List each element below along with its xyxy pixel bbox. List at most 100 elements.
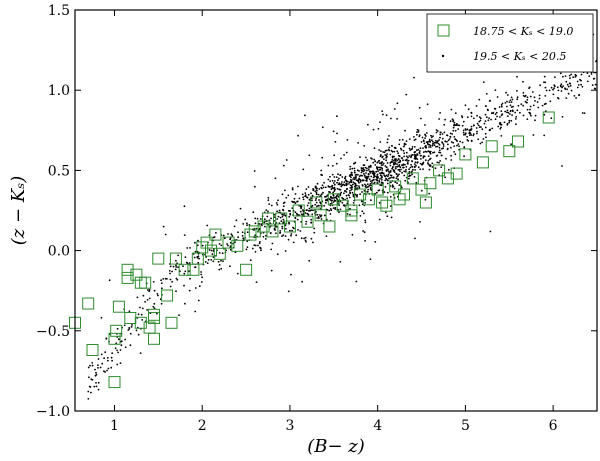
faint-point <box>541 104 544 107</box>
faint-point <box>439 151 442 154</box>
faint-point <box>285 196 288 199</box>
faint-point <box>561 165 563 167</box>
faint-point <box>403 170 406 173</box>
faint-point <box>339 261 342 263</box>
faint-point <box>367 123 369 126</box>
faint-point <box>229 241 232 244</box>
faint-point <box>304 236 307 239</box>
faint-point <box>472 133 475 136</box>
faint-point <box>423 142 426 145</box>
faint-point <box>185 261 188 264</box>
faint-point <box>200 273 203 276</box>
faint-point <box>592 77 595 80</box>
faint-point <box>349 168 352 171</box>
faint-point <box>372 173 375 175</box>
faint-point <box>223 237 226 240</box>
faint-point <box>440 166 443 169</box>
faint-point <box>251 247 254 250</box>
faint-point <box>379 141 382 143</box>
legend-entry-bright: 18.75 < Kₛ < 19.0 <box>473 25 573 38</box>
faint-point <box>413 151 416 154</box>
faint-point <box>332 130 335 133</box>
faint-point <box>359 179 362 182</box>
faint-point <box>349 173 352 176</box>
faint-point <box>485 116 488 119</box>
faint-point <box>424 137 426 140</box>
faint-point <box>325 235 328 238</box>
faint-point <box>368 184 371 187</box>
faint-point <box>372 179 375 181</box>
faint-point <box>241 235 244 237</box>
faint-point <box>387 168 389 171</box>
faint-point <box>139 306 141 309</box>
faint-point <box>381 169 384 171</box>
faint-point <box>348 183 350 185</box>
faint-point <box>363 183 366 186</box>
faint-point <box>176 278 179 281</box>
faint-point <box>239 207 242 210</box>
faint-point <box>396 159 399 162</box>
faint-point <box>500 104 503 106</box>
bright-point <box>314 209 327 222</box>
faint-point <box>479 117 482 120</box>
faint-point <box>419 147 422 150</box>
faint-point <box>212 260 215 263</box>
faint-point <box>453 121 456 124</box>
faint-point <box>380 172 382 175</box>
faint-point <box>478 120 481 123</box>
faint-point <box>302 198 305 201</box>
faint-point <box>294 211 297 214</box>
faint-point <box>386 141 389 144</box>
faint-point <box>398 184 401 187</box>
faint-point <box>157 294 159 297</box>
faint-point <box>431 144 434 147</box>
faint-point <box>432 140 434 143</box>
bright-point <box>130 268 143 281</box>
faint-point <box>302 196 304 199</box>
faint-point <box>363 173 365 175</box>
faint-point <box>377 127 380 130</box>
faint-point <box>437 142 440 145</box>
faint-point <box>590 73 593 75</box>
faint-point <box>520 103 523 106</box>
faint-point <box>419 154 422 157</box>
faint-point <box>349 192 351 195</box>
faint-point <box>305 220 308 223</box>
faint-point <box>586 80 589 83</box>
faint-point <box>148 297 151 300</box>
faint-point <box>242 237 245 240</box>
faint-point <box>175 259 177 262</box>
faint-point <box>500 126 502 129</box>
faint-point <box>466 135 468 138</box>
faint-point <box>310 209 313 212</box>
faint-point <box>332 194 335 197</box>
faint-point <box>308 199 311 201</box>
faint-point <box>428 192 431 195</box>
faint-point <box>94 368 96 371</box>
faint-point <box>315 197 318 200</box>
faint-point <box>470 139 473 142</box>
faint-point <box>189 277 191 280</box>
faint-point <box>197 239 199 242</box>
faint-point <box>426 132 428 134</box>
faint-point <box>550 117 553 120</box>
faint-point <box>385 174 388 177</box>
faint-point <box>318 188 321 190</box>
faint-point <box>435 145 437 148</box>
faint-point <box>408 155 411 157</box>
faint-point <box>363 174 366 177</box>
faint-point <box>377 170 379 173</box>
faint-point <box>506 111 508 114</box>
y-tick-label: 0.5 <box>48 163 70 179</box>
faint-point <box>500 110 503 112</box>
faint-point <box>398 155 401 158</box>
faint-point <box>160 282 163 285</box>
faint-point <box>470 129 472 132</box>
faint-point <box>439 136 441 139</box>
faint-point <box>230 233 233 236</box>
faint-point <box>408 168 410 171</box>
faint-point <box>509 104 512 107</box>
faint-point <box>265 209 268 212</box>
faint-point <box>93 385 96 388</box>
faint-point <box>384 149 387 152</box>
